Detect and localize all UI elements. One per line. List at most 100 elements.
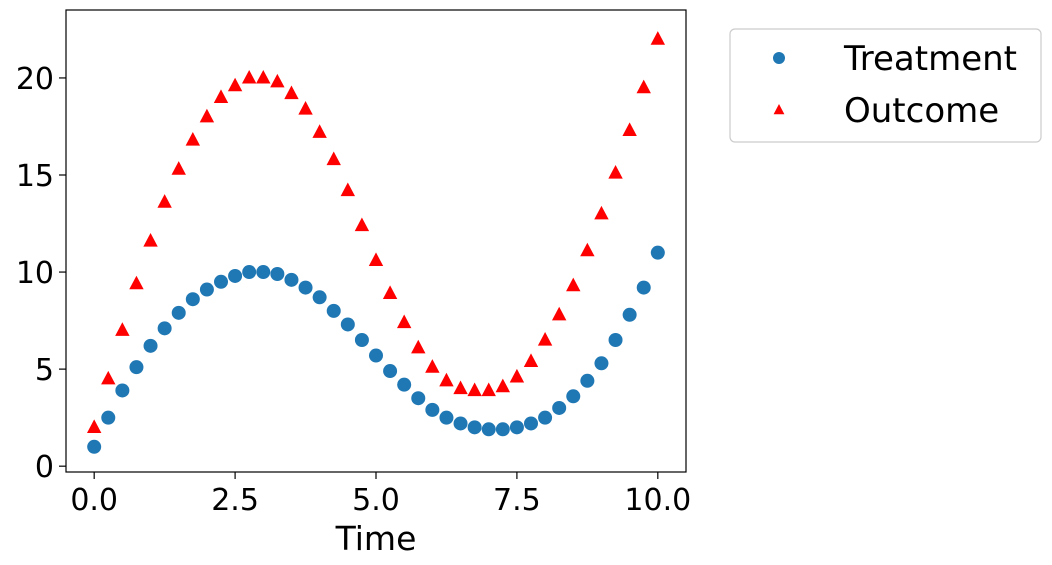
outcome-point	[241, 69, 257, 84]
outcome-point	[199, 108, 215, 123]
outcome-point	[284, 85, 299, 100]
treatment-point	[87, 439, 102, 454]
outcome-point	[453, 380, 468, 395]
outcome-point	[143, 233, 158, 247]
treatment-point	[157, 321, 172, 336]
outcome-point	[396, 314, 412, 329]
outcome-point	[566, 277, 581, 292]
x-tick-label: 5.0	[352, 483, 400, 518]
outcome-point	[467, 382, 482, 397]
series-outcome	[86, 31, 666, 433]
treatment-point	[608, 333, 623, 347]
legend-marker-treatment	[773, 52, 785, 64]
outcome-point	[551, 306, 567, 321]
treatment-point	[524, 416, 538, 431]
outcome-point	[227, 77, 243, 92]
treatment-point	[467, 420, 482, 435]
treatment-point	[397, 377, 412, 392]
treatment-point	[101, 410, 116, 425]
outcome-point	[495, 378, 511, 393]
outcome-point	[622, 122, 637, 136]
treatment-point	[143, 338, 158, 353]
treatment-point	[214, 274, 228, 289]
legend-box	[729, 28, 1042, 143]
outcome-point	[256, 69, 271, 84]
outcome-point	[608, 165, 623, 179]
treatment-point	[312, 290, 327, 305]
y-tick-label: 15	[16, 159, 54, 194]
treatment-point	[383, 364, 398, 379]
treatment-point	[256, 265, 271, 280]
outcome-point	[270, 73, 285, 88]
outcome-point	[411, 339, 426, 354]
treatment-point	[650, 245, 665, 260]
treatment-point	[580, 373, 595, 388]
outcome-point	[481, 382, 496, 397]
legend: Treatment Outcome	[729, 28, 1042, 143]
treatment-point	[115, 383, 130, 398]
outcome-point	[312, 124, 327, 138]
treatment-point	[439, 410, 454, 425]
treatment-point	[354, 333, 369, 347]
series-treatment	[87, 245, 665, 454]
outcome-point	[129, 275, 144, 290]
legend-entries: Treatment Outcome	[773, 39, 1017, 131]
treatment-point	[171, 305, 186, 320]
treatment-point	[270, 267, 285, 281]
outcome-point	[101, 370, 116, 385]
treatment-point	[622, 307, 637, 322]
treatment-point	[284, 272, 299, 287]
treatment-point	[326, 303, 341, 318]
treatment-point	[298, 280, 313, 295]
x-tick-label: 2.5	[211, 483, 259, 518]
treatment-point	[552, 400, 567, 415]
outcome-point	[213, 89, 229, 103]
outcome-point	[650, 31, 666, 45]
plot-points	[86, 31, 666, 454]
x-axis: 0.0 2.5 5.0 7.5 10.0	[70, 472, 691, 518]
treatment-point	[481, 422, 496, 437]
outcome-point	[636, 79, 651, 94]
treatment-point	[594, 356, 609, 371]
y-tick-label: 20	[16, 62, 54, 97]
outcome-point	[115, 322, 130, 336]
outcome-point	[537, 332, 553, 346]
treatment-point	[228, 268, 243, 283]
treatment-point	[340, 317, 355, 332]
x-tick-label: 7.5	[493, 483, 541, 518]
treatment-point	[242, 265, 257, 280]
outcome-point	[594, 205, 609, 220]
outcome-point	[425, 359, 440, 373]
treatment-point	[509, 420, 524, 435]
treatment-point	[425, 402, 440, 417]
outcome-point	[580, 242, 595, 257]
x-axis-title: Time	[335, 519, 417, 558]
outcome-point	[354, 217, 370, 232]
y-tick-label: 5	[35, 353, 54, 388]
treatment-point	[129, 360, 144, 375]
outcome-point	[86, 419, 102, 433]
y-axis: 0 5 10 15 20	[16, 62, 66, 485]
outcome-point	[326, 151, 341, 166]
y-tick-label: 0	[35, 450, 54, 485]
legend-label-treatment: Treatment	[843, 39, 1017, 79]
outcome-point	[340, 182, 356, 197]
legend-marker-outcome	[773, 104, 785, 115]
outcome-point	[298, 101, 313, 115]
treatment-point	[369, 348, 383, 363]
plot-frame	[65, 9, 687, 473]
treatment-point	[566, 389, 581, 404]
treatment-point	[199, 282, 214, 297]
outcome-point	[523, 353, 539, 367]
outcome-point	[171, 161, 186, 175]
treatment-point	[185, 292, 200, 307]
treatment-point	[538, 410, 553, 425]
outcome-point	[185, 132, 201, 146]
outcome-point	[509, 368, 525, 383]
x-tick-label: 10.0	[624, 483, 691, 518]
outcome-point	[368, 252, 384, 267]
outcome-point	[382, 285, 398, 300]
treatment-point	[411, 391, 426, 406]
y-tick-label: 10	[16, 256, 54, 291]
